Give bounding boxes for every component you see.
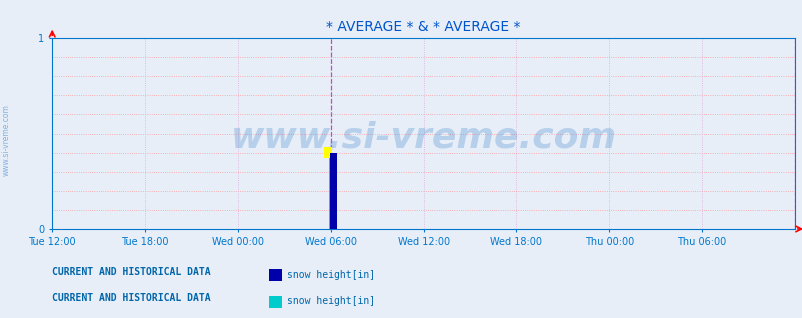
Text: snow height[in]: snow height[in] xyxy=(287,296,375,306)
Bar xyxy=(328,158,336,229)
Bar xyxy=(324,147,332,158)
Text: CURRENT AND HISTORICAL DATA: CURRENT AND HISTORICAL DATA xyxy=(52,294,211,303)
Text: snow height[in]: snow height[in] xyxy=(287,270,375,280)
Text: CURRENT AND HISTORICAL DATA: CURRENT AND HISTORICAL DATA xyxy=(52,267,211,277)
Text: www.si-vreme.com: www.si-vreme.com xyxy=(230,121,616,154)
Text: www.si-vreme.com: www.si-vreme.com xyxy=(2,104,11,176)
Title: * AVERAGE * & * AVERAGE *: * AVERAGE * & * AVERAGE * xyxy=(326,20,520,34)
Bar xyxy=(330,153,337,229)
